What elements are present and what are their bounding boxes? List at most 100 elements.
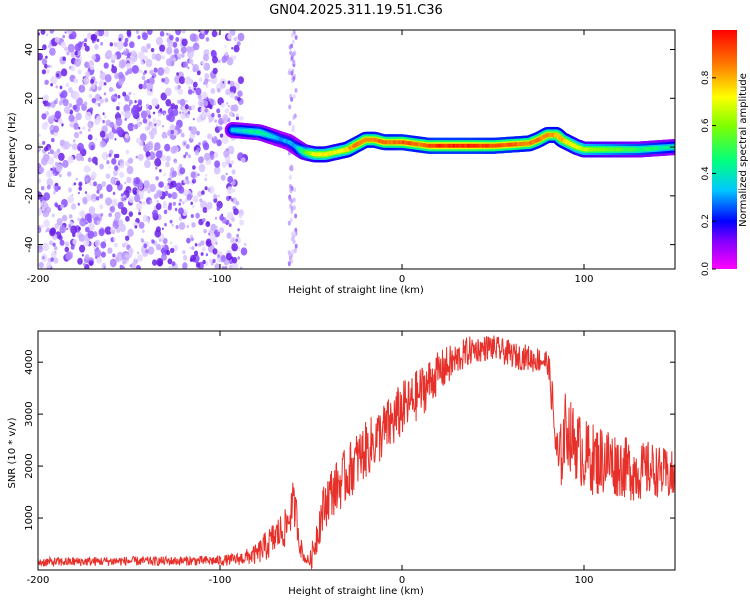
noise-blob xyxy=(235,238,238,242)
noise-blob xyxy=(287,220,291,226)
noise-blob xyxy=(165,58,173,67)
noise-blob xyxy=(68,214,73,219)
noise-blob xyxy=(161,78,166,83)
noise-blob xyxy=(212,258,216,264)
noise-blob xyxy=(163,200,167,206)
noise-blob xyxy=(222,81,225,84)
noise-blob xyxy=(133,177,136,181)
colorbar-tick-label: 0.2 xyxy=(701,214,711,228)
noise-blob xyxy=(88,206,96,215)
noise-blob xyxy=(117,101,121,105)
noise-blob xyxy=(206,221,210,225)
noise-blob xyxy=(184,104,189,110)
noise-blob xyxy=(101,151,109,161)
noise-blob xyxy=(99,72,107,81)
x-axis-label-bottom: Height of straight line (km) xyxy=(288,586,424,597)
noise-blob xyxy=(118,71,124,79)
noise-blob xyxy=(192,180,195,184)
noise-blob xyxy=(108,86,114,93)
noise-blob xyxy=(214,216,218,220)
noise-blob xyxy=(167,179,171,184)
noise-blob xyxy=(113,170,118,177)
noise-blob xyxy=(212,56,218,64)
noise-blob xyxy=(228,163,232,168)
noise-blob xyxy=(84,111,92,121)
noise-blob xyxy=(290,198,294,204)
noise-blob xyxy=(47,156,55,165)
noise-blob xyxy=(64,31,67,34)
noise-blob xyxy=(147,114,152,119)
noise-blob xyxy=(198,156,204,164)
noise-blob xyxy=(77,142,84,152)
noise-blob xyxy=(104,97,109,103)
noise-blob xyxy=(103,115,107,119)
noise-blob xyxy=(173,244,179,252)
noise-blob xyxy=(125,253,130,259)
noise-blob xyxy=(142,72,146,76)
noise-blob xyxy=(126,176,132,184)
noise-blob xyxy=(183,142,186,146)
noise-blob xyxy=(191,104,196,111)
noise-blob xyxy=(132,260,137,266)
noise-blob xyxy=(100,251,106,258)
x-tick-label: 100 xyxy=(574,274,593,285)
noise-blob xyxy=(125,235,130,241)
noise-blob xyxy=(174,104,179,110)
noise-blob xyxy=(203,100,209,107)
noise-blob xyxy=(177,53,182,59)
noise-blob xyxy=(203,152,211,161)
x-axis-label: Height of straight line (km) xyxy=(288,285,424,296)
noise-blob xyxy=(207,109,210,112)
noise-blob xyxy=(208,232,211,236)
noise-blob xyxy=(195,87,202,96)
noise-blob xyxy=(88,222,95,231)
noise-blob xyxy=(146,43,151,49)
noise-blob xyxy=(127,122,135,132)
noise-blob xyxy=(185,179,190,185)
noise-blob xyxy=(73,77,79,84)
noise-blob xyxy=(184,76,192,85)
noise-blob xyxy=(212,194,217,199)
noise-blob xyxy=(147,189,151,194)
noise-blob xyxy=(109,205,116,213)
noise-blob xyxy=(199,32,202,35)
noise-blob xyxy=(114,211,121,220)
noise-blob xyxy=(232,55,237,61)
noise-blob xyxy=(133,124,139,130)
noise-blob xyxy=(99,204,104,210)
noise-blob xyxy=(96,256,103,264)
noise-blob xyxy=(181,53,185,58)
noise-blob xyxy=(155,203,162,210)
noise-blob xyxy=(174,161,178,164)
noise-blob xyxy=(164,184,170,191)
noise-blob xyxy=(99,140,106,148)
noise-blob xyxy=(208,119,212,123)
noise-blob xyxy=(39,166,45,174)
noise-blob xyxy=(70,225,78,234)
noise-blob xyxy=(117,43,123,51)
noise-blob xyxy=(58,100,63,106)
noise-blob xyxy=(291,127,295,133)
noise-blob xyxy=(288,120,292,126)
noise-blob xyxy=(117,219,124,227)
noise-blob xyxy=(290,70,294,76)
noise-blob xyxy=(294,35,298,40)
noise-blob xyxy=(41,58,48,66)
noise-blob xyxy=(119,159,125,166)
noise-blob xyxy=(193,42,200,51)
noise-blob xyxy=(171,170,177,177)
noise-blob xyxy=(53,151,60,159)
noise-blob xyxy=(47,151,50,155)
noise-blob xyxy=(213,197,218,203)
colorbar-tick-label: 0.4 xyxy=(701,166,711,181)
noise-blob xyxy=(50,167,53,171)
noise-blob xyxy=(170,129,175,135)
noise-blob xyxy=(229,91,235,99)
noise-blob xyxy=(290,205,294,211)
noise-blob xyxy=(215,123,219,127)
noise-blob xyxy=(79,244,86,253)
noise-blob xyxy=(90,79,95,84)
noise-blob xyxy=(128,99,133,105)
noise-blob xyxy=(226,232,232,239)
noise-blob xyxy=(200,106,207,114)
